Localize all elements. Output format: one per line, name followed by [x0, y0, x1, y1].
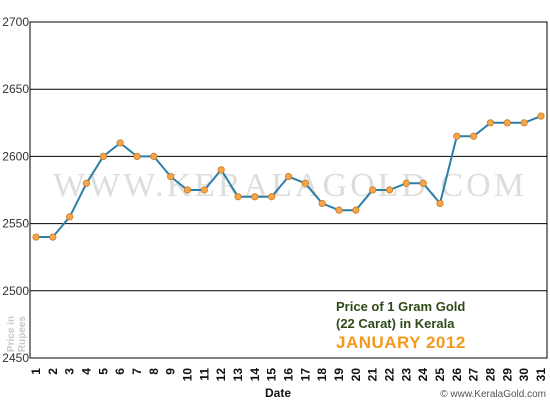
x-tick-label: 30: [517, 368, 531, 382]
data-point: [82, 179, 91, 187]
watermark: WWW.KERALAGOLD.COM: [53, 167, 527, 204]
data-point: [402, 179, 410, 187]
data-point: [352, 206, 360, 214]
data-point: [436, 199, 444, 208]
data-point: [284, 172, 293, 181]
x-tick-label: 10: [181, 368, 195, 382]
x-tick-label: 27: [467, 368, 481, 382]
footer-credit: © www.KeralaGold.com: [440, 389, 546, 400]
data-point: [133, 152, 141, 160]
x-tick-label: 11: [197, 368, 211, 381]
data-point: [385, 186, 394, 194]
x-tick-label: 1: [29, 368, 43, 375]
data-point: [49, 233, 57, 241]
x-tick-label: 9: [164, 368, 178, 375]
x-tick-label: 21: [366, 368, 380, 382]
data-point: [369, 186, 377, 194]
chart-title-line-1: Price of 1 Gram Gold: [336, 299, 465, 314]
y-tick-label: 2600: [2, 149, 29, 163]
x-tick-label: 18: [315, 368, 329, 382]
data-point: [470, 132, 478, 140]
x-tick-label: 17: [298, 368, 312, 382]
data-point: [251, 193, 259, 201]
data-point: [503, 119, 511, 127]
data-point: [183, 186, 192, 194]
x-tick-label: 16: [282, 368, 296, 382]
data-point: [537, 112, 545, 120]
x-tick-label: 25: [433, 368, 447, 382]
legend-box: Price of 1 Gram Gold (22 Carat) in Keral…: [336, 299, 466, 352]
data-point: [301, 179, 309, 187]
data-point: [520, 119, 528, 127]
x-tick-label: 4: [80, 368, 94, 375]
y-tick-label: 2500: [2, 284, 29, 298]
gridlines: [30, 88, 547, 292]
x-tick-label: 6: [113, 368, 127, 375]
x-tick-label: 12: [214, 368, 228, 382]
data-point: [234, 193, 242, 201]
x-tick-label: 14: [248, 368, 262, 382]
x-tick-label: 7: [130, 368, 144, 375]
y-axis-label-line-1: Price in: [6, 316, 17, 352]
y-axis-label: Price in Rupees: [6, 316, 28, 353]
data-point: [453, 132, 461, 140]
data-point: [99, 152, 107, 160]
data-point: [116, 139, 124, 147]
data-point: [335, 206, 343, 214]
x-tick-label: 26: [450, 368, 464, 382]
x-tick-label: 20: [349, 368, 363, 382]
data-point: [167, 172, 175, 181]
data-point: [419, 179, 427, 187]
data-point: [217, 166, 225, 174]
x-tick-label: 28: [484, 368, 498, 382]
plot-frame: [29, 21, 548, 359]
y-axis-label-line-2: Rupees: [17, 316, 28, 353]
data-point: [150, 152, 158, 160]
data-point: [268, 193, 276, 201]
y-tick-label: 2450: [2, 351, 29, 365]
y-tick-label: 2650: [2, 82, 29, 96]
chart-title-line-2: (22 Carat) in Kerala: [336, 316, 455, 331]
y-axis: 2450 2500 2550 2600 2650 2700: [2, 15, 29, 365]
x-tick-label: 2: [46, 368, 60, 375]
data-point: [200, 186, 208, 194]
chart-subtitle: JANUARY 2012: [336, 333, 466, 352]
x-tick-label: 15: [265, 368, 279, 382]
x-tick-label: 23: [399, 368, 413, 382]
x-axis-label: Date: [265, 386, 291, 400]
x-tick-label: 31: [534, 368, 548, 382]
y-tick-label: 2700: [2, 15, 29, 29]
data-points: [32, 112, 545, 241]
x-tick-label: 13: [231, 368, 245, 382]
x-axis: 1 2 3 4 5 6 7 8 9 10 11 12 13 14 15 16 17 18 19 20 21 22 23 24 2…: [29, 368, 548, 382]
x-tick-label: 8: [147, 368, 161, 375]
watermark-layer: WWW.KERALAGOLD.COM: [53, 167, 527, 204]
data-point: [486, 119, 495, 127]
y-tick-label: 2550: [2, 217, 29, 231]
x-tick-label: 3: [63, 368, 77, 375]
x-tick-label: 19: [332, 368, 346, 382]
x-tick-label: 5: [96, 368, 110, 375]
data-point: [32, 233, 40, 241]
x-tick-label: 29: [500, 368, 514, 382]
x-tick-label: 22: [383, 368, 397, 382]
data-point: [318, 199, 326, 208]
x-tick-label: 24: [416, 368, 430, 382]
data-point: [66, 213, 74, 221]
